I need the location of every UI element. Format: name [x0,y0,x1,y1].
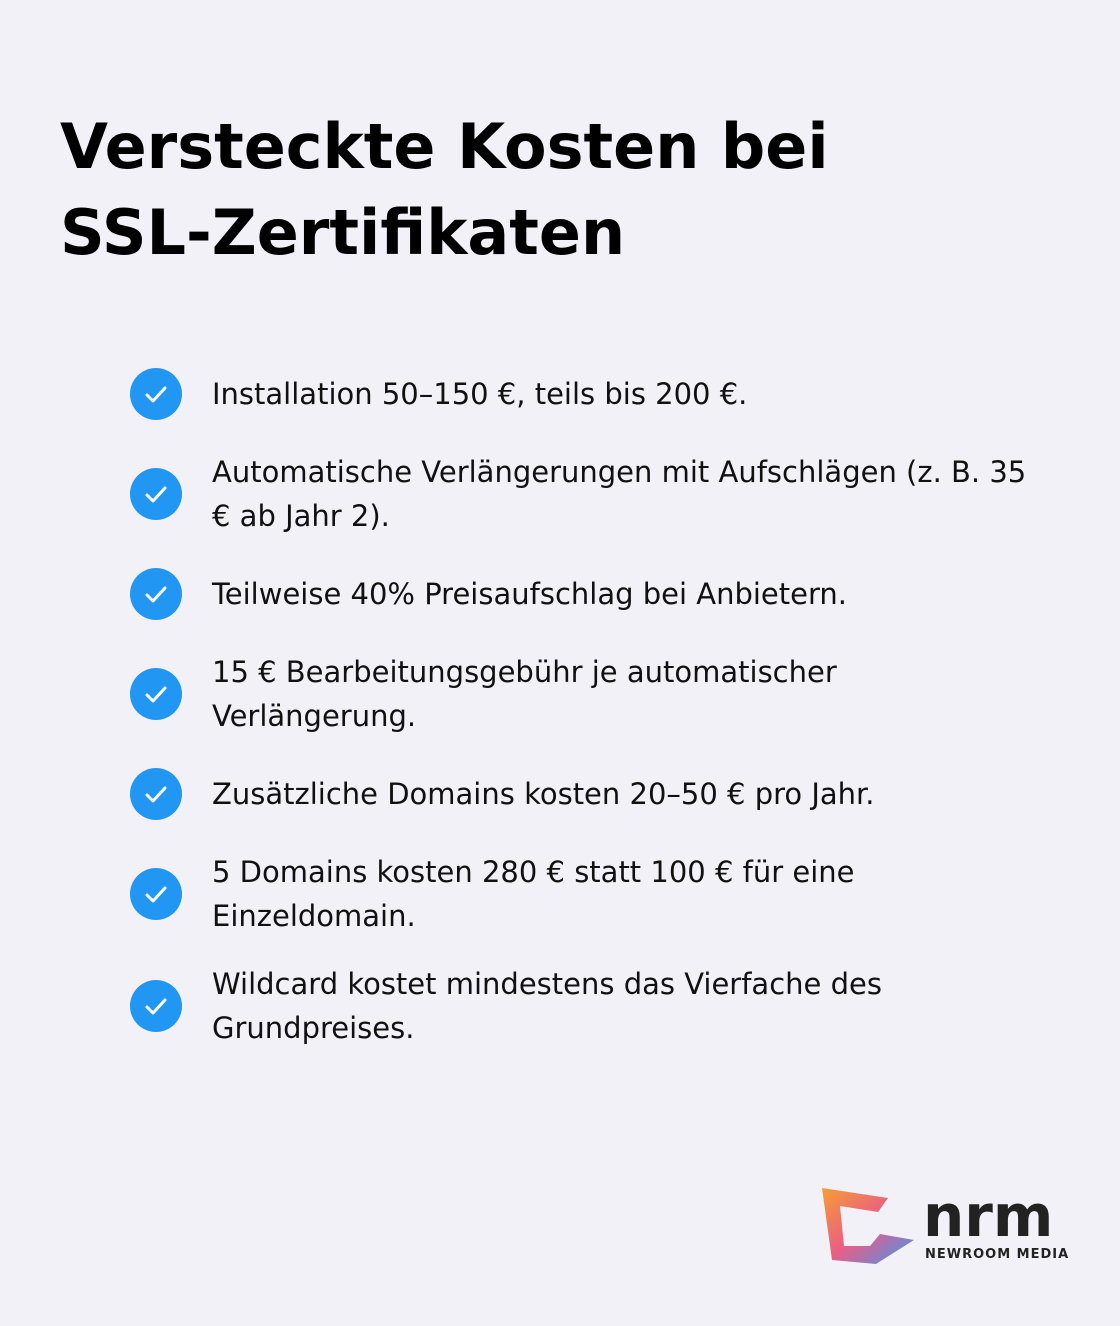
check-icon [130,868,182,920]
logo-tagline: NEWROOM MEDIA [925,1247,1068,1262]
check-icon [130,568,182,620]
title: Versteckte Kosten bei SSL-Zertifikaten [60,110,829,269]
item-text: Automatische Verlängerungen mit Aufschlä… [212,455,1027,533]
list-item: Zusätzliche Domains kosten 20–50 € pro J… [130,762,1050,826]
check-icon [130,668,182,720]
logo: nrm NEWROOM MEDIA [822,1184,1068,1264]
check-icon [130,468,182,520]
item-text: Teilweise 40% Preisaufschlag bei Anbiete… [212,577,847,611]
check-icon [130,368,182,420]
list-item: Installation 50–150 €, teils bis 200 €. [130,362,1050,426]
list-item: 15 € Bearbeitungsgebühr je automatischer… [130,650,1050,738]
check-icon [130,980,182,1032]
list-item: 5 Domains kosten 280 € statt 100 € für e… [130,850,1050,938]
list-item: Wildcard kostet mindestens das Vierfache… [130,962,1050,1050]
item-text: Zusätzliche Domains kosten 20–50 € pro J… [212,777,875,811]
item-text: 5 Domains kosten 280 € statt 100 € für e… [212,855,855,933]
check-icon [130,768,182,820]
logo-name: nrm [923,1184,1053,1250]
item-text: Wildcard kostet mindestens das Vierfache… [212,967,882,1045]
list-item: Teilweise 40% Preisaufschlag bei Anbiete… [130,562,1050,626]
list: Installation 50–150 €, teils bis 200 €. A… [130,362,1050,1074]
item-text: 15 € Bearbeitungsgebühr je automatischer… [212,655,837,733]
item-text: Installation 50–150 €, teils bis 200 €. [212,377,748,411]
list-item: Automatische Verlängerungen mit Aufschlä… [130,450,1050,538]
